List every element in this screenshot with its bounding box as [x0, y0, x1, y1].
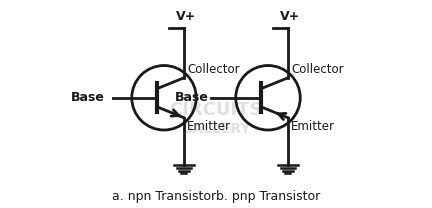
Text: b. pnp Transistor: b. pnp Transistor [216, 190, 320, 203]
Text: GALLERY: GALLERY [181, 122, 251, 136]
Text: a. npn Transistor: a. npn Transistor [112, 190, 216, 203]
Text: Collector: Collector [291, 63, 344, 76]
Text: V+: V+ [176, 10, 196, 23]
Text: Base: Base [175, 91, 209, 104]
Text: Emitter: Emitter [291, 120, 335, 133]
Text: CIRCUITS: CIRCUITS [169, 101, 263, 119]
Text: Emitter: Emitter [187, 120, 231, 133]
Text: Base: Base [71, 91, 105, 104]
Text: Collector: Collector [187, 63, 240, 76]
Text: V+: V+ [280, 10, 300, 23]
